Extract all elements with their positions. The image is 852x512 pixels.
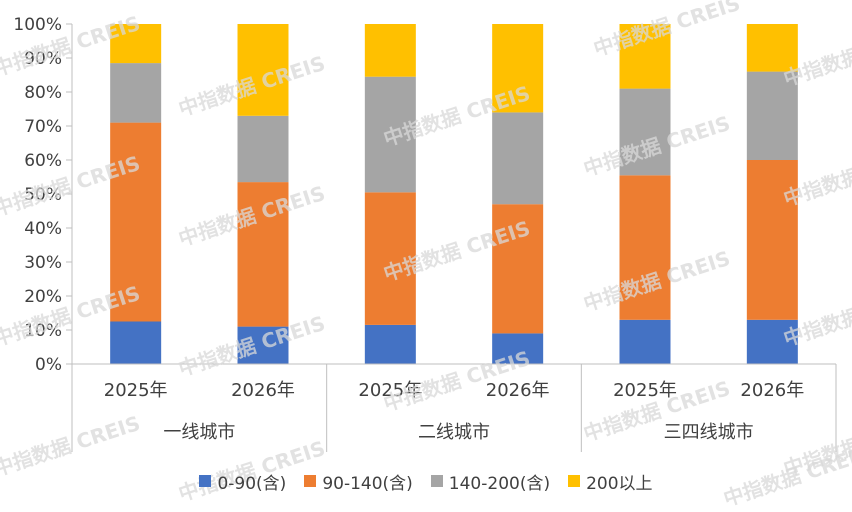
x-tick-label: 2025年	[613, 380, 677, 401]
bar-segment-3	[746, 24, 798, 72]
x-tick-label: 2026年	[231, 380, 295, 401]
legend-item: 90-140(含)	[304, 469, 413, 494]
legend-item: 200以上	[568, 469, 653, 494]
bar-segment-3	[364, 24, 416, 77]
x-tick-label: 2025年	[358, 380, 422, 401]
bar-segment-0	[110, 321, 162, 364]
bar-segment-2	[492, 112, 544, 205]
legend-item: 140-200(含)	[430, 469, 551, 494]
legend: 0-90(含) 90-140(含) 140-200(含) 200以上	[0, 468, 852, 494]
y-tick-label: 100%	[13, 15, 62, 35]
x-tick-label: 2026年	[486, 380, 550, 401]
legend-swatch	[568, 475, 581, 487]
bar-segment-1	[746, 160, 798, 320]
bar-segment-2	[746, 71, 798, 160]
legend-item: 0-90(含)	[199, 469, 286, 494]
y-tick-label: 90%	[24, 49, 62, 69]
legend-label: 90-140(含)	[322, 473, 413, 494]
bar-segment-0	[237, 326, 289, 364]
bar-segment-1	[364, 192, 416, 325]
y-tick-label: 80%	[24, 83, 62, 103]
y-tick-label: 20%	[24, 287, 62, 307]
bar-segment-3	[492, 24, 544, 113]
legend-label: 0-90(含)	[217, 473, 287, 494]
y-tick-label: 50%	[24, 185, 62, 205]
y-tick-label: 60%	[24, 151, 62, 171]
bar-segment-3	[619, 24, 671, 89]
legend-swatch	[199, 475, 212, 487]
legend-label: 140-200(含)	[448, 473, 551, 494]
bar-segment-2	[237, 115, 289, 183]
bar-segment-1	[619, 175, 671, 320]
bar-segment-1	[492, 204, 544, 334]
group-label: 二线城市	[418, 422, 490, 443]
bar-segment-1	[237, 182, 289, 327]
legend-label: 200以上	[586, 473, 653, 494]
stacked-bar-chart: 0%10%20%30%40%50%60%70%80%90%100% 2025年 2…	[13, 15, 837, 452]
bar-segment-0	[619, 319, 671, 364]
x-tick-label: 2025年	[104, 380, 168, 401]
bars	[110, 24, 798, 364]
legend-swatch	[430, 475, 443, 487]
bar-segment-0	[746, 319, 798, 364]
bar-segment-0	[364, 324, 416, 364]
bar-segment-0	[492, 333, 544, 364]
bar-segment-2	[619, 88, 671, 176]
bar-segment-3	[237, 24, 289, 116]
y-tick-label: 0%	[35, 355, 62, 375]
x-tick-label: 2026年	[740, 380, 804, 401]
y-tick-label: 30%	[24, 253, 62, 273]
legend-swatch	[304, 475, 317, 487]
y-tick-label: 70%	[24, 117, 62, 137]
y-tick-label: 10%	[24, 321, 62, 341]
bar-segment-2	[110, 63, 162, 123]
group-label: 一线城市	[163, 422, 235, 443]
bar-segment-1	[110, 122, 162, 322]
y-axis: 0% 10% 20% 30% 40% 50% 60% 70% 80% 90% 100%	[13, 15, 73, 375]
bar-segment-3	[110, 24, 162, 64]
group-label: 三四线城市	[664, 422, 754, 443]
y-tick-label: 40%	[24, 219, 62, 239]
bar-segment-2	[364, 76, 416, 193]
